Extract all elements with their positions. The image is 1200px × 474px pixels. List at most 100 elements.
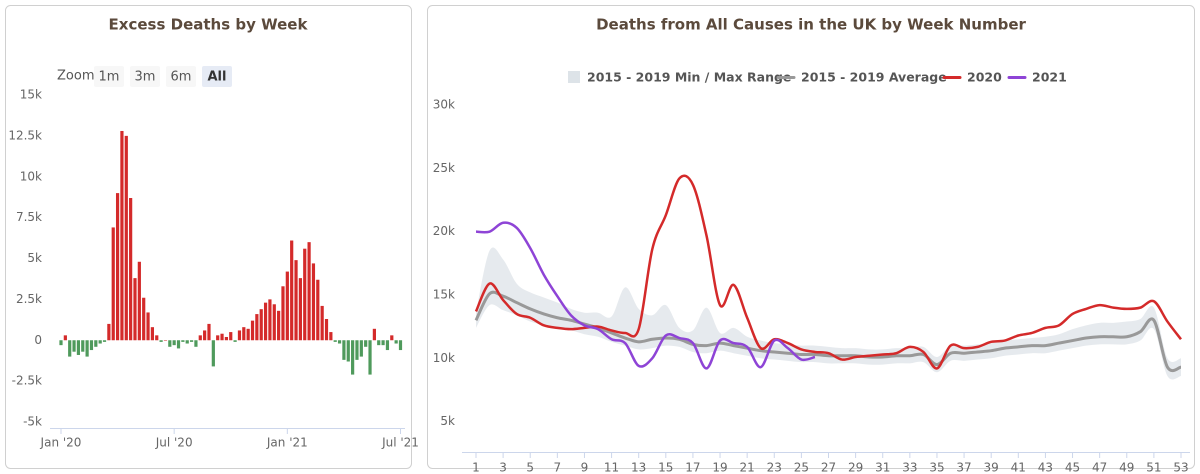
bar xyxy=(229,332,233,341)
bar xyxy=(368,340,372,375)
bar xyxy=(303,248,307,341)
bar xyxy=(246,328,250,341)
bar xyxy=(194,340,198,347)
x-tick-label: Jul '20 xyxy=(155,436,193,450)
bar xyxy=(94,340,98,347)
zoom-button[interactable] xyxy=(130,66,160,87)
bar xyxy=(385,340,390,351)
y-tick-label: 10k xyxy=(433,351,455,365)
series-line xyxy=(475,221,816,370)
bar xyxy=(237,330,242,341)
legend-label[interactable]: 2020 xyxy=(967,70,1002,85)
legend-label[interactable]: 2015 - 2019 Average xyxy=(801,70,947,85)
bar xyxy=(129,198,133,341)
zoom-button-label[interactable]: All xyxy=(208,70,227,85)
y-tick-label: 7.5k xyxy=(16,210,42,224)
zoom-label: Zoom xyxy=(57,69,94,84)
x-tick-label: 13 xyxy=(631,461,646,474)
bar xyxy=(263,302,268,341)
bar xyxy=(115,193,120,341)
chart-title: Deaths from All Causes in the UK by Week… xyxy=(596,16,1026,34)
bar xyxy=(163,340,168,341)
bar xyxy=(176,340,181,349)
bar xyxy=(372,328,376,341)
legend-label[interactable]: 2015 - 2019 Min / Max Range xyxy=(587,70,791,85)
x-tick-label: Jan '21 xyxy=(266,436,308,450)
y-tick-label: 0 xyxy=(34,333,42,347)
legend-swatch[interactable] xyxy=(568,71,580,83)
bar xyxy=(364,340,368,347)
bar xyxy=(298,278,302,341)
bar xyxy=(337,340,342,344)
legend-label[interactable]: 2021 xyxy=(1032,70,1067,85)
bar xyxy=(102,340,107,342)
bar xyxy=(146,312,150,341)
y-tick-label: 15k xyxy=(433,287,455,301)
bar xyxy=(355,340,359,360)
bar xyxy=(250,320,255,341)
zoom-button[interactable] xyxy=(94,66,124,87)
bar xyxy=(277,310,281,341)
bar xyxy=(155,335,159,341)
x-tick-label: 41 xyxy=(1011,461,1026,474)
bar xyxy=(81,340,85,352)
x-tick-label: Jan '20 xyxy=(40,436,82,450)
bar xyxy=(311,263,316,341)
bar xyxy=(76,340,81,355)
bar xyxy=(324,318,329,341)
bar xyxy=(342,340,346,360)
bar xyxy=(89,340,94,351)
bar xyxy=(72,340,76,352)
y-tick-label: 12.5k xyxy=(8,128,42,142)
zoom-button-label[interactable]: 3m xyxy=(135,70,156,85)
bar xyxy=(333,340,337,342)
bar xyxy=(242,327,246,341)
bar xyxy=(63,335,67,341)
bar xyxy=(320,305,324,341)
x-tick-label: 3 xyxy=(499,461,507,474)
x-tick-label: 23 xyxy=(767,461,782,474)
y-tick-label: 25k xyxy=(433,161,455,175)
x-tick-label: 31 xyxy=(875,461,890,474)
y-tick-label: 5k xyxy=(440,414,455,428)
bar xyxy=(285,271,289,341)
y-tick-label: 15k xyxy=(20,88,42,102)
bar xyxy=(290,240,294,341)
bar xyxy=(185,340,189,344)
bar xyxy=(159,340,163,342)
zoom-button-label[interactable]: 6m xyxy=(171,70,192,85)
chart-title: Excess Deaths by Week xyxy=(109,16,309,34)
zoom-button[interactable] xyxy=(166,66,196,87)
bar xyxy=(150,327,155,341)
bar xyxy=(172,340,176,346)
bar xyxy=(294,260,298,341)
x-tick-label: 21 xyxy=(740,461,755,474)
x-tick-label: 11 xyxy=(604,461,619,474)
zoom-button-label[interactable]: 1m xyxy=(99,70,120,85)
y-tick-label: 20k xyxy=(433,224,455,238)
bar xyxy=(381,340,385,346)
bar xyxy=(259,309,263,341)
bar xyxy=(268,299,272,341)
bar xyxy=(181,340,185,342)
bar xyxy=(120,130,124,341)
bar xyxy=(142,297,146,341)
x-tick-label: 27 xyxy=(821,461,836,474)
x-tick-label: 43 xyxy=(1038,461,1053,474)
bar xyxy=(124,135,128,341)
bar xyxy=(111,227,115,341)
bar xyxy=(207,323,211,341)
bar xyxy=(329,332,333,341)
y-tick-label: 10k xyxy=(20,169,42,183)
x-tick-label: 37 xyxy=(956,461,971,474)
bar xyxy=(307,242,311,341)
bar xyxy=(68,340,72,357)
x-tick-label: 17 xyxy=(685,461,700,474)
bar xyxy=(107,323,111,341)
bar xyxy=(189,340,194,342)
bar xyxy=(255,314,259,341)
bar xyxy=(220,333,224,341)
bar xyxy=(98,340,102,344)
zoom-button[interactable] xyxy=(202,66,232,87)
